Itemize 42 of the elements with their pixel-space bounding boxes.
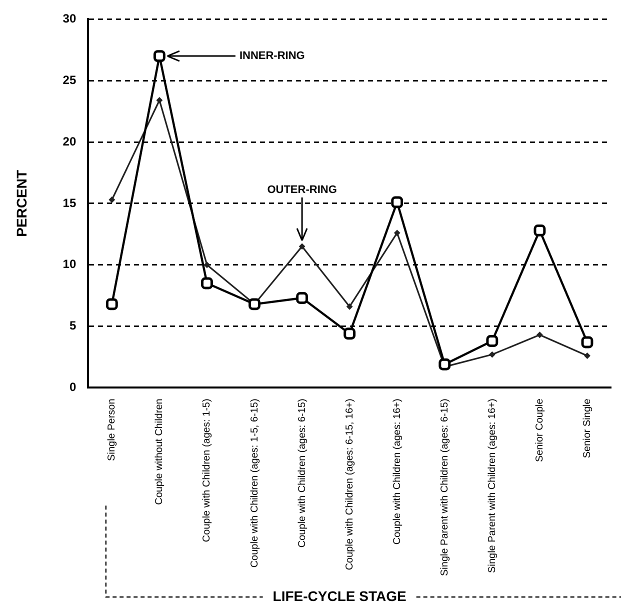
y-tick-label: 15	[62, 196, 76, 210]
x-tick-label: Senior Couple	[534, 398, 546, 462]
point	[248, 298, 260, 310]
point	[299, 243, 306, 250]
point	[296, 292, 308, 304]
point	[153, 50, 166, 62]
point	[108, 196, 115, 203]
x-tick-label: Couple with Children (ages: 1-5)	[202, 398, 213, 542]
point	[346, 304, 353, 310]
text: INNER-RING	[239, 50, 305, 62]
y-tick-label: 25	[62, 72, 76, 87]
point	[156, 97, 162, 104]
point	[204, 262, 210, 268]
point	[581, 336, 594, 348]
y-tick-label: 5	[69, 318, 76, 333]
x-tick-label: Couple with Children (ages: 1-5, 6-15)	[249, 398, 260, 568]
x-tick-label: Couple with Children (ages: 6-15)	[296, 398, 308, 548]
point	[489, 352, 496, 358]
point	[584, 352, 590, 359]
point	[534, 224, 546, 236]
x-tick-label: Couple without Children	[154, 398, 166, 505]
x-axis-title: LIFE-CYCLE STAGE	[272, 588, 406, 604]
point	[438, 358, 451, 370]
y-tick-label: 10	[62, 257, 76, 272]
text: OUTER-RING	[267, 184, 337, 196]
point	[201, 277, 213, 290]
x-tick-label: Senior Single	[582, 398, 593, 458]
y-tick-label: 0	[69, 380, 76, 394]
x-tick-label: Couple with Children (ages: 6-15, 16+)	[344, 398, 356, 570]
y-tick-label: 30	[62, 12, 76, 26]
point	[391, 196, 404, 208]
point	[344, 328, 356, 340]
y-axis-title: PERCENT	[13, 170, 30, 237]
point	[536, 332, 543, 338]
point	[106, 298, 118, 310]
x-tick-label: Single Parent with Children (ages: 16+)	[486, 398, 498, 573]
y-tick-label: 20	[62, 134, 76, 148]
x-tick-label: Couple with Children (ages: 16+)	[392, 398, 403, 545]
x-tick-label: Single Parent with Children (ages: 6-15)	[439, 398, 450, 576]
point	[486, 335, 498, 347]
point	[394, 230, 400, 236]
x-tick-label: Single Person	[106, 398, 118, 461]
